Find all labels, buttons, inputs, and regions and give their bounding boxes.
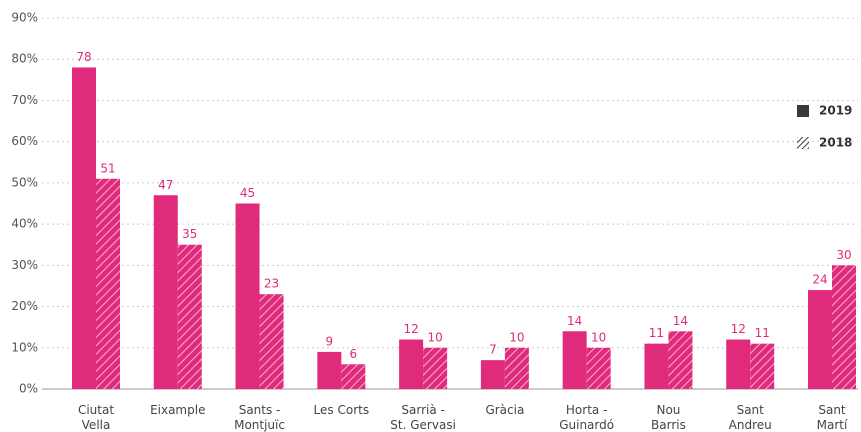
bar — [399, 339, 424, 389]
value-label: 78 — [76, 50, 91, 64]
bar — [235, 203, 260, 389]
legend-label: 2018 — [819, 136, 852, 150]
bar — [153, 195, 178, 389]
bar — [480, 360, 505, 389]
bar — [177, 244, 202, 389]
value-label: 10 — [509, 330, 524, 344]
value-label: 10 — [591, 330, 606, 344]
y-tick-label: 0% — [19, 382, 38, 396]
y-tick-label: 10% — [11, 340, 38, 354]
x-tick-label: Nou Barris — [651, 403, 686, 432]
y-tick-label: 90% — [11, 11, 38, 25]
bar — [832, 265, 856, 389]
value-label: 45 — [240, 186, 255, 200]
x-tick-label: Les Corts — [313, 403, 370, 417]
value-label: 7 — [489, 343, 497, 357]
value-label: 35 — [182, 227, 197, 241]
value-label: 14 — [673, 314, 688, 328]
value-label: 14 — [567, 314, 582, 328]
value-label: 30 — [836, 248, 851, 262]
bar — [668, 331, 693, 389]
y-tick-label: 60% — [11, 134, 38, 148]
value-label: 10 — [427, 330, 442, 344]
bar — [808, 290, 832, 389]
y-tick-label: 30% — [11, 258, 38, 272]
value-label: 24 — [812, 273, 827, 287]
x-tick-label: Sants - Montjuïc — [234, 403, 285, 432]
x-tick-label: Sant Andreu — [728, 403, 772, 432]
x-tick-label: Ciutat Vella — [77, 403, 115, 432]
bar — [726, 339, 751, 389]
bar — [317, 351, 342, 389]
value-label: 11 — [649, 326, 664, 340]
bar — [586, 347, 611, 389]
value-label: 12 — [731, 322, 746, 336]
bar — [750, 343, 775, 389]
bar — [644, 343, 669, 389]
value-label: 47 — [158, 178, 173, 192]
legend-marker — [797, 137, 809, 149]
y-tick-label: 70% — [11, 93, 38, 107]
y-tick-label: 40% — [11, 217, 38, 231]
bar — [504, 347, 529, 389]
y-tick-label: 80% — [11, 52, 38, 66]
y-tick-label: 50% — [11, 175, 38, 189]
legend-label: 2019 — [819, 104, 852, 118]
x-tick-label: Eixample — [150, 403, 206, 417]
value-label: 9 — [326, 334, 334, 348]
bar — [259, 294, 284, 389]
x-tick-label: Gràcia — [485, 403, 525, 417]
bar — [341, 364, 366, 389]
value-label: 23 — [264, 277, 279, 291]
value-label: 6 — [350, 347, 358, 361]
bar — [562, 331, 587, 389]
x-tick-label: Sarrià - St. Gervasi — [390, 403, 456, 432]
y-tick-label: 20% — [11, 299, 38, 313]
legend-marker — [797, 105, 809, 117]
value-label: 12 — [403, 322, 418, 336]
value-label: 51 — [100, 161, 115, 175]
value-label: 11 — [755, 326, 770, 340]
x-tick-label: Sant Martí — [816, 403, 848, 432]
bar — [96, 178, 120, 389]
bar — [72, 67, 96, 389]
bar — [423, 347, 448, 389]
x-tick-label: Horta - Guinardó — [559, 403, 615, 432]
